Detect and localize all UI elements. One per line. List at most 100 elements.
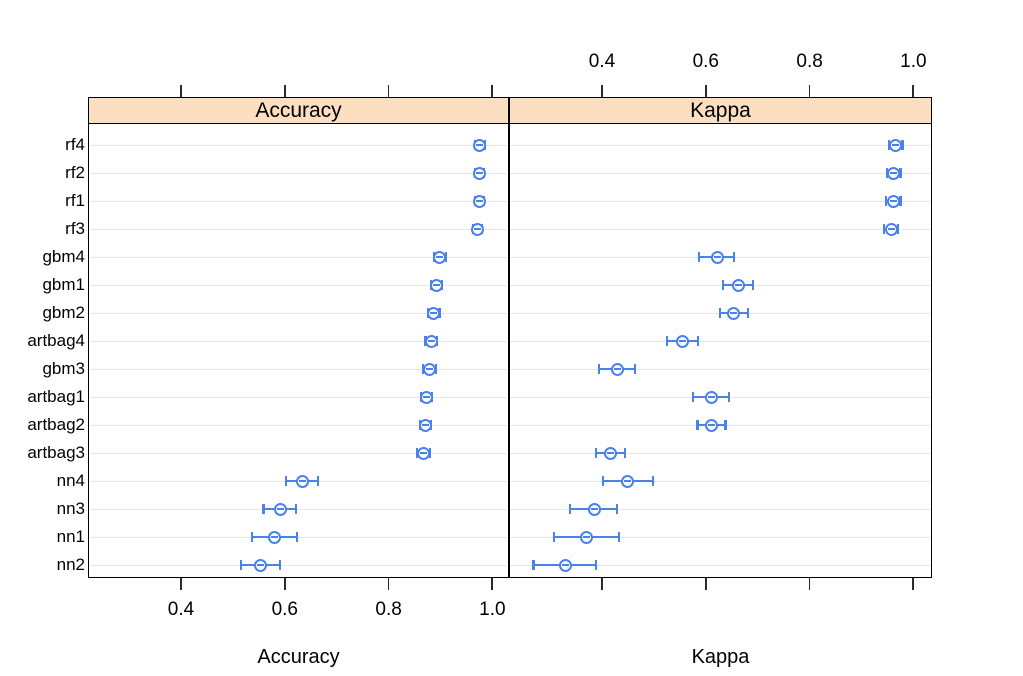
y-axis-label-rf4: rf4 <box>65 135 85 154</box>
error-bar-cap-low <box>532 560 535 570</box>
error-bar-cap-high <box>445 252 448 262</box>
y-axis-label-artbag3: artbag3 <box>27 443 85 462</box>
panel-kappa <box>509 124 932 578</box>
grid-line <box>90 228 507 230</box>
error-bar-cap-high <box>633 364 636 374</box>
y-axis-label-nn4: nn4 <box>56 471 85 490</box>
grid-line <box>90 424 507 426</box>
grid-line <box>90 172 507 174</box>
error-bar-cap-low <box>251 532 254 542</box>
data-point-center-dash <box>298 479 306 483</box>
error-bar-cap-high <box>615 504 619 514</box>
x-tick-label-top: 0.6 <box>692 51 719 72</box>
error-bar-cap-low <box>284 476 287 486</box>
grid-line <box>90 368 507 370</box>
grid-line <box>511 172 930 174</box>
error-bar-cap-high <box>724 420 727 430</box>
x-axis-tick-top <box>704 85 707 97</box>
error-bar-cap-low <box>718 308 721 318</box>
grid-line <box>511 452 930 454</box>
grid-line <box>511 480 930 482</box>
data-point-center-dash <box>890 199 898 203</box>
axis-title-accuracy: Accuracy <box>257 646 340 668</box>
data-point-center-dash <box>432 283 440 287</box>
grid-line <box>90 340 507 342</box>
x-axis-tick-bottom <box>912 578 915 590</box>
grid-line <box>90 144 507 146</box>
x-axis-tick-top <box>283 85 286 97</box>
error-bar-cap-high <box>595 560 598 570</box>
x-axis-tick-bottom <box>180 578 182 590</box>
grid-line <box>90 508 507 510</box>
data-point-center-dash <box>890 171 898 175</box>
y-axis-label-rf1: rf1 <box>65 191 85 210</box>
error-bar-cap-low <box>697 252 701 262</box>
data-point-center-dash <box>475 199 483 203</box>
y-axis-label-nn3: nn3 <box>56 499 85 518</box>
data-point-center-dash <box>430 311 438 315</box>
y-axis-label-nn1: nn1 <box>56 527 85 546</box>
x-axis-tick-bottom <box>808 578 811 590</box>
data-point-center-dash <box>887 227 895 231</box>
y-axis-label-gbm3: gbm3 <box>42 359 85 378</box>
x-tick-label-bottom: 0.6 <box>271 599 298 620</box>
error-bar-cap-low <box>691 392 694 402</box>
x-tick-label-top: 0.4 <box>588 51 616 72</box>
grid-line <box>90 452 507 454</box>
x-axis-tick-top <box>601 85 603 97</box>
error-bar-cap-high <box>651 476 654 486</box>
data-point-center-dash <box>419 451 427 455</box>
x-axis-tick-bottom <box>283 578 286 590</box>
grid-line <box>90 256 507 258</box>
data-point-center-dash <box>613 367 621 371</box>
x-axis-tick-bottom <box>387 578 390 590</box>
error-bar-cap-low <box>885 168 889 178</box>
x-tick-label-bottom: 1.0 <box>479 599 506 620</box>
error-bar-cap-low <box>721 280 724 290</box>
data-point-center-dash <box>474 227 482 231</box>
grid-line <box>511 340 930 342</box>
grid-line <box>511 200 930 202</box>
grid-line <box>90 284 507 286</box>
grid-line <box>511 368 930 370</box>
error-bar-cap-high <box>279 560 282 570</box>
error-bar-cap-high <box>899 168 902 178</box>
error-bar-cap-low <box>262 504 265 514</box>
y-axis-label-rf2: rf2 <box>65 163 85 182</box>
error-bar-cap-low <box>569 504 572 514</box>
x-axis-tick-bottom <box>491 578 494 590</box>
x-tick-label-bottom: 0.4 <box>167 599 195 620</box>
y-axis-label-artbag4: artbag4 <box>27 331 85 350</box>
y-axis-label-artbag2: artbag2 <box>27 415 85 434</box>
data-point-center-dash <box>624 479 632 483</box>
axis-title-kappa: Kappa <box>691 646 750 668</box>
y-axis-label-nn2: nn2 <box>56 555 85 574</box>
error-bar-cap-high <box>623 448 626 458</box>
grid-line <box>511 284 930 286</box>
data-point-center-dash <box>421 423 429 427</box>
y-axis-label-rf3: rf3 <box>65 219 85 238</box>
data-point-center-dash <box>426 367 434 371</box>
error-bar-cap-low <box>601 476 605 486</box>
error-bar-cap-high <box>897 224 900 234</box>
data-point-center-dash <box>436 255 444 259</box>
grid-line <box>511 508 930 510</box>
x-axis-tick-top <box>808 85 811 97</box>
data-point-center-dash <box>256 563 264 567</box>
data-point-center-dash <box>713 255 721 259</box>
x-tick-label-top: 1.0 <box>900 51 927 72</box>
y-axis-label-gbm4: gbm4 <box>42 247 85 266</box>
grid-line <box>511 228 930 230</box>
error-bar-cap-low <box>887 140 891 150</box>
error-bar-cap-low <box>885 196 888 206</box>
error-bar-cap-low <box>598 364 601 374</box>
error-bar-cap-low <box>665 336 668 346</box>
data-point-center-dash <box>734 283 742 287</box>
data-point-center-dash <box>427 339 435 343</box>
panel-strip-kappa: Kappa <box>509 97 932 124</box>
error-bar-cap-high <box>617 532 620 542</box>
x-tick-label-bottom: 0.8 <box>375 599 402 620</box>
data-point-center-dash <box>708 395 715 399</box>
x-axis-tick-top <box>912 85 915 97</box>
